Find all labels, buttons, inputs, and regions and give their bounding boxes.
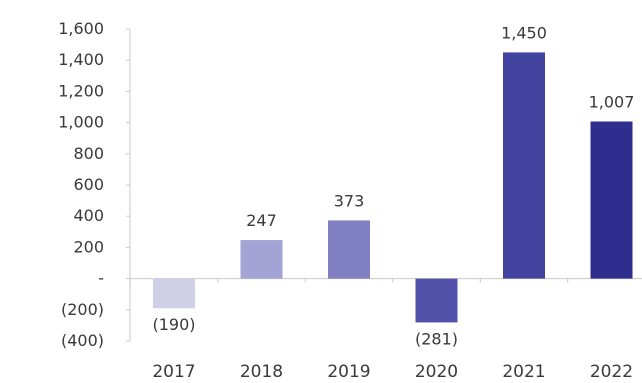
data-label-2022: 1,007 [589,93,635,112]
x-tick-label: 2021 [502,362,545,382]
data-label-2017: (190) [152,315,195,334]
bar-2020 [415,278,458,323]
bars [153,52,633,323]
bar-2017 [153,278,195,309]
y-tick-label: 1,000 [58,113,104,132]
bar-2021 [503,52,545,279]
y-tick-label: 600 [73,175,104,194]
y-tick-label: 1,400 [58,50,104,69]
data-label-2020: (281) [415,329,458,348]
x-tick-label: 2022 [590,362,633,382]
data-label-2021: 1,450 [501,23,547,42]
x-axis: 2017 2018 2019 2020 2021 2022 [129,278,642,382]
y-tick-label: 400 [73,206,104,225]
y-tick-label: (200) [61,300,104,319]
data-label-2018: 247 [246,211,277,230]
x-tick-label: 2019 [327,362,370,382]
data-labels: (190) 247 373 (281) 1,450 1,007 [152,23,634,348]
bar-2018 [240,240,283,279]
y-tick-label: - [98,269,104,288]
data-label-2019: 373 [334,191,365,210]
y-tick-label: 200 [73,237,104,256]
y-tick-label: 1,200 [58,81,104,100]
bar-2019 [328,220,370,279]
x-tick-label: 2018 [240,362,283,382]
y-tick-label: 800 [73,144,104,163]
x-tick-label: 2020 [415,362,458,382]
y-tick-label: (400) [61,331,104,350]
bar-2022 [590,121,633,279]
x-tick-label: 2017 [152,362,195,382]
y-axis: (400) (200) - 200 400 600 800 1,000 1,200 1,400 1,… [58,19,131,350]
y-tick-label: 1,600 [58,19,104,38]
